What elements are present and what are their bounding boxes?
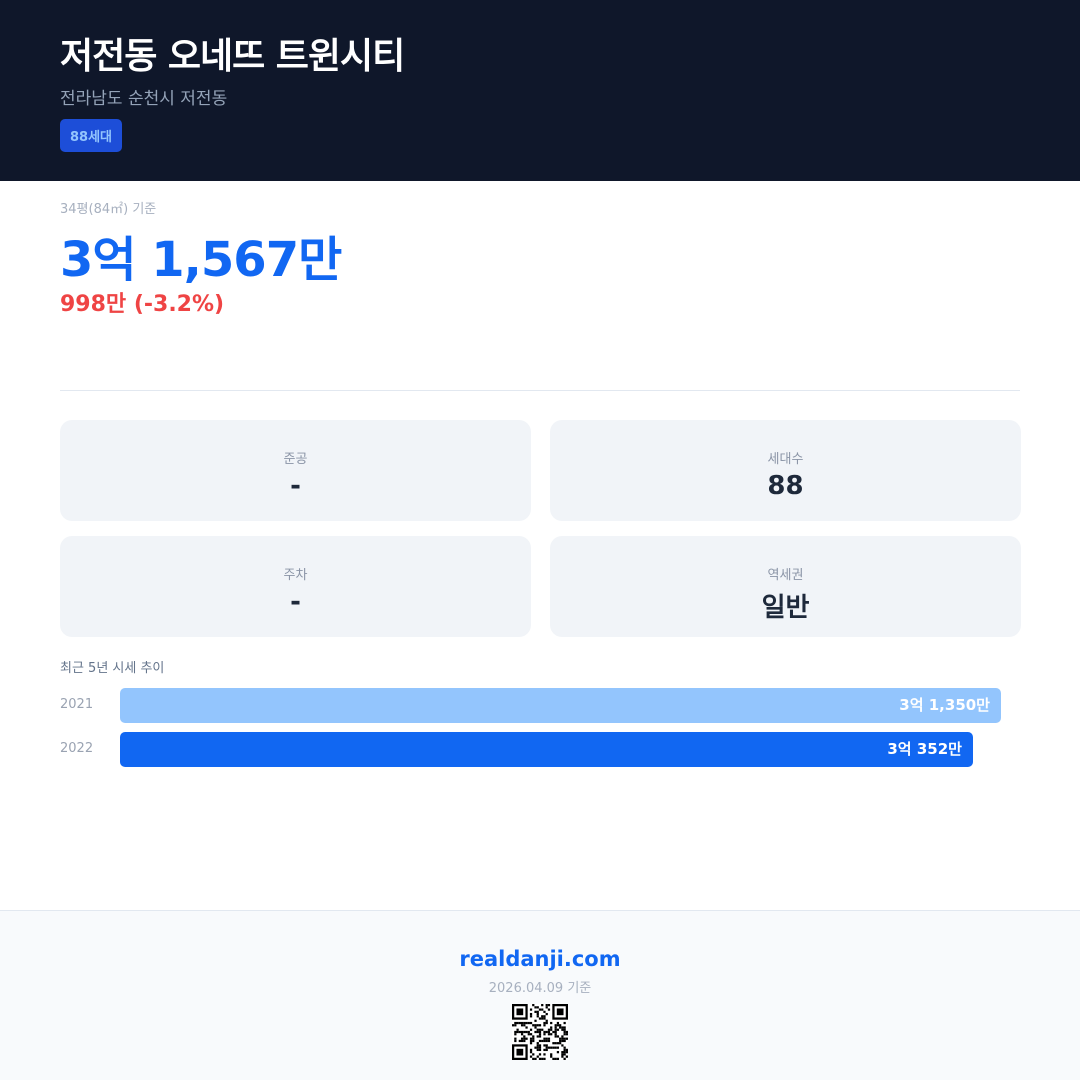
- trend-year: 2021: [60, 697, 94, 712]
- stat-label: 준공: [283, 452, 308, 467]
- stat-value: 88: [767, 471, 804, 501]
- area-basis: 34평(84㎡) 기준: [60, 202, 157, 217]
- trend-row: 2022 3억 352만: [60, 732, 1020, 767]
- reference-date: 2026.04.09 기준: [488, 981, 592, 996]
- stat-card-station: 역세권 일반: [550, 536, 1021, 637]
- stat-label: 세대수: [767, 452, 804, 467]
- trend-row: 2021 3억 1,350만: [60, 688, 1020, 723]
- trend-bar: 3억 352만: [120, 732, 973, 767]
- price-change: 998만 (-3.2%): [60, 292, 225, 317]
- qr-code-icon: [512, 1004, 568, 1060]
- address: 전라남도 순천시 저전동: [60, 89, 228, 109]
- stat-label: 역세권: [767, 568, 804, 583]
- footer: realdanji.com 2026.04.09 기준: [0, 910, 1080, 1080]
- stat-label: 주차: [283, 568, 308, 583]
- trend-year: 2022: [60, 741, 94, 756]
- stat-value: -: [290, 587, 301, 617]
- stat-card-households: 세대수 88: [550, 420, 1021, 521]
- complex-title: 저전동 오네뜨 트윈시티: [60, 36, 405, 77]
- header: 저전동 오네뜨 트윈시티 전라남도 순천시 저전동 88세대: [0, 0, 1080, 181]
- trend-title: 최근 5년 시세 추이: [60, 661, 165, 676]
- stat-value: -: [290, 471, 301, 501]
- stat-card-parking: 주차 -: [60, 536, 531, 637]
- price-value: 3억 1,567만: [60, 232, 342, 288]
- stat-card-built: 준공 -: [60, 420, 531, 521]
- divider: [60, 390, 1020, 391]
- trend-bar: 3억 1,350만: [120, 688, 1001, 723]
- households-badge: 88세대: [60, 119, 123, 152]
- stat-value: 일반: [761, 593, 810, 623]
- site-link[interactable]: realdanji.com: [459, 947, 621, 971]
